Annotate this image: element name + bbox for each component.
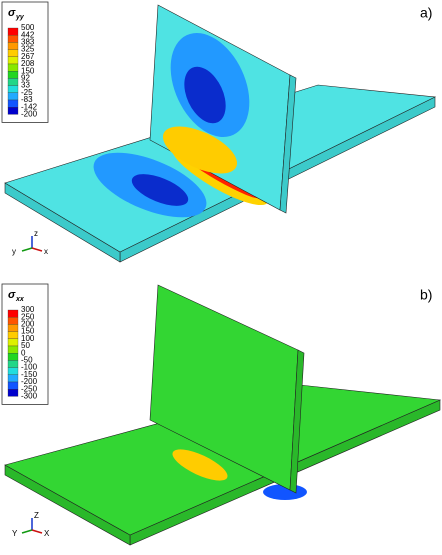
panel-label: b)	[420, 287, 432, 303]
color-band	[7, 309, 19, 318]
color-band	[7, 49, 19, 57]
model-a	[4, 4, 437, 263]
triad-z-label: Z	[34, 511, 39, 520]
legend-value: -150	[21, 370, 38, 379]
color-band	[7, 353, 19, 361]
triad-x-label: X	[44, 529, 50, 538]
color-band	[7, 92, 19, 101]
legend-value: -100	[21, 363, 38, 372]
legend-value: 150	[21, 327, 35, 336]
color-band	[7, 71, 19, 79]
legend-value: -50	[21, 356, 33, 365]
triad-y-label: y	[12, 247, 16, 256]
color-band	[7, 367, 19, 375]
legend-value: -200	[21, 377, 38, 386]
model-b	[4, 284, 442, 546]
legend-value: 383	[21, 38, 35, 47]
panel-label: a)	[420, 5, 432, 21]
color-band	[7, 389, 19, 397]
legend-value: 150	[21, 66, 35, 75]
triad-y-label: Y	[12, 529, 18, 538]
color-band	[7, 78, 19, 86]
color-band	[7, 331, 19, 339]
legend-value: -250	[21, 384, 38, 393]
color-band	[7, 63, 19, 72]
legend-symbol: σ	[8, 7, 16, 19]
legend-value: 325	[21, 45, 35, 54]
color-band	[7, 99, 19, 108]
triad-y	[21, 529, 33, 534]
legend-value: -300	[21, 392, 38, 401]
legend-subscript: xx	[15, 296, 25, 303]
color-band	[7, 345, 19, 354]
legend-value: 300	[21, 305, 35, 314]
color-band	[7, 381, 19, 390]
legend-value: 442	[21, 30, 35, 39]
color-band	[7, 56, 19, 65]
legend-value: 92	[21, 74, 30, 83]
legend-value: 500	[21, 23, 35, 32]
triad-y	[21, 247, 33, 252]
legend-value: -83	[21, 95, 33, 104]
triad-z-label: z	[34, 229, 38, 238]
legend-value: -25	[21, 88, 33, 97]
color-band	[7, 338, 19, 347]
legend-value: 33	[21, 81, 30, 90]
legend-value: -142	[21, 102, 38, 111]
legend-value: 250	[21, 312, 35, 321]
color-band	[7, 85, 19, 93]
legend-value: 200	[21, 320, 35, 329]
color-band	[7, 324, 19, 332]
triad-x-label: x	[44, 247, 48, 256]
legend-value: 208	[21, 59, 35, 68]
legend-value: 50	[21, 341, 30, 350]
color-band	[7, 107, 19, 115]
legend-symbol: σ	[8, 289, 16, 301]
legend-value: 267	[21, 52, 35, 61]
triad-x	[31, 529, 43, 534]
legend-value: -200	[21, 110, 38, 119]
color-band	[7, 317, 19, 325]
color-band	[7, 360, 19, 368]
triad-x	[31, 247, 43, 252]
color-band	[7, 35, 19, 43]
color-band	[7, 42, 19, 50]
legend-value: 0	[21, 348, 26, 357]
legend-value: 100	[21, 334, 35, 343]
color-band	[7, 27, 19, 36]
color-band	[7, 374, 19, 383]
legend-subscript: yy	[15, 14, 25, 21]
